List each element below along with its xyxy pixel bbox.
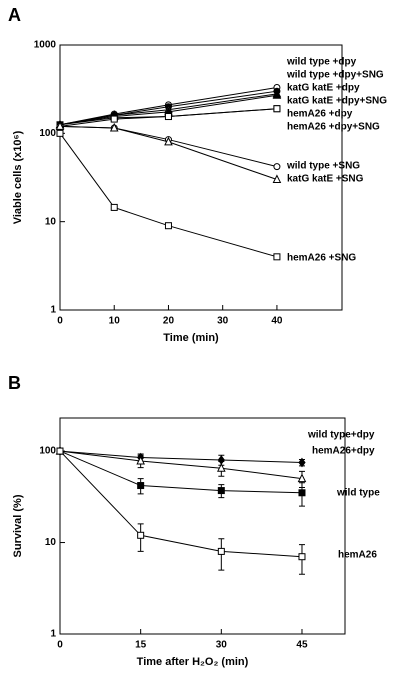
plot-frame	[59, 44, 343, 311]
plot-frame	[59, 417, 346, 635]
y-tick-label: 1	[50, 629, 56, 640]
series-line	[59, 450, 303, 558]
series-label: katG katE +dpy	[287, 83, 360, 94]
x-axis-label: Time (min)	[163, 332, 219, 344]
series-line	[59, 450, 303, 480]
series-label: hemA26	[338, 550, 377, 561]
x-tick-label: 20	[163, 316, 175, 327]
series-line	[59, 125, 278, 168]
marker	[55, 121, 65, 130]
x-tick-label: 40	[271, 316, 283, 327]
marker	[272, 174, 282, 184]
marker	[273, 163, 281, 171]
y-tick-label: 1	[50, 305, 56, 316]
marker	[298, 489, 306, 497]
series-line	[59, 94, 277, 126]
x-axis-label: Time after H₂O₂ (min)	[137, 656, 249, 668]
x-tick-label: 0	[57, 316, 63, 327]
x-tick-label: 0	[57, 640, 63, 651]
marker	[137, 482, 145, 490]
marker	[217, 487, 225, 495]
marker	[56, 447, 64, 455]
series-label: hemA26+dpy	[312, 446, 375, 457]
x-tick-label: 30	[216, 640, 228, 651]
marker	[297, 473, 307, 483]
series-line	[59, 108, 277, 127]
y-tick-label: 100	[39, 128, 56, 139]
series-label: wild type +dpy	[286, 57, 357, 68]
panel-letter: B	[8, 373, 21, 393]
marker	[298, 553, 306, 561]
series-line	[59, 125, 278, 180]
x-tick-label: 45	[296, 640, 308, 651]
y-axis-label: Survival (%)	[12, 494, 24, 557]
marker	[273, 253, 281, 261]
y-tick-label: 100	[39, 446, 56, 457]
marker	[217, 547, 225, 555]
marker	[136, 455, 145, 465]
y-tick-label: 10	[45, 537, 57, 548]
series-label: katG katE +dpy+SNG	[287, 96, 387, 107]
x-tick-label: 15	[135, 640, 147, 651]
x-tick-label: 30	[217, 316, 229, 327]
marker	[164, 136, 173, 146]
marker	[109, 122, 119, 132]
series-line	[59, 87, 278, 126]
series-label: wild type+dpy	[307, 430, 375, 441]
panel-letter: A	[8, 5, 21, 25]
series-label: wild type +dpy+SNG	[286, 70, 384, 81]
y-tick-label: 10	[45, 216, 57, 227]
series-label: hemA26 +dpy+SNG	[287, 122, 380, 133]
marker	[298, 457, 306, 468]
series-line	[59, 450, 302, 464]
marker	[273, 105, 281, 113]
marker	[137, 531, 145, 539]
x-tick-label: 10	[109, 316, 121, 327]
marker	[164, 113, 172, 121]
marker	[110, 203, 118, 211]
marker	[110, 115, 118, 123]
series-label: hemA26 +SNG	[287, 253, 356, 264]
series-label: wild type +SNG	[286, 161, 360, 172]
series-label: hemA26 +dpy	[287, 109, 353, 120]
marker	[217, 463, 226, 472]
series-line	[59, 133, 278, 258]
series-label: katG katE +SNG	[287, 174, 364, 185]
marker	[164, 222, 172, 230]
series-line	[59, 93, 277, 126]
series-label: wild type	[336, 488, 380, 499]
marker	[56, 129, 64, 137]
y-axis-label: Viable cells (x10⁶)	[12, 130, 24, 224]
marker	[272, 90, 282, 99]
y-tick-label: 1000	[34, 40, 57, 51]
series-line	[59, 450, 302, 494]
